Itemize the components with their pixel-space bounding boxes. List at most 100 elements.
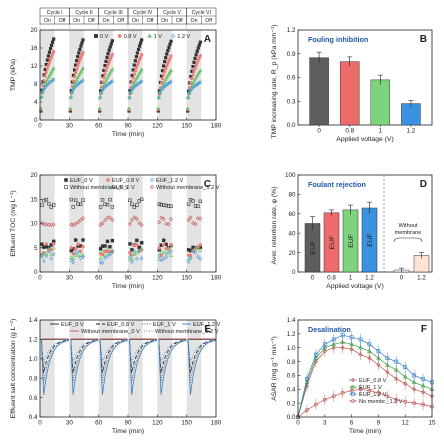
data-point: [94, 34, 98, 38]
data-point: [48, 79, 53, 85]
data-point: [134, 55, 138, 59]
data-point: [376, 355, 381, 360]
data-point: [98, 205, 103, 209]
data-point: [190, 86, 194, 91]
bar: [309, 57, 329, 126]
x-tick-label: 90: [124, 420, 132, 427]
data-point: [64, 178, 68, 182]
group-label: membrane: [395, 230, 422, 236]
data-point: [169, 39, 173, 43]
data-point: [162, 73, 166, 77]
data-point: [51, 246, 56, 250]
data-point: [376, 362, 381, 368]
legend-label: Without membrane_1.2 V: [155, 329, 219, 335]
x-tick-label: 30: [66, 420, 74, 427]
data-point: [102, 86, 106, 91]
panel-title: Fouling inhibition: [308, 35, 368, 44]
data-point: [47, 249, 51, 254]
off-label: Off: [176, 18, 183, 24]
data-point: [198, 40, 202, 44]
data-point: [161, 256, 166, 262]
data-point: [367, 342, 372, 347]
data-point: [195, 73, 200, 77]
data-point: [128, 221, 132, 227]
group-label: Without: [399, 223, 418, 229]
legend-label: EUF_1 V: [112, 185, 135, 191]
data-point: [198, 80, 203, 85]
data-point: [192, 79, 196, 83]
data-point: [51, 66, 56, 70]
data-point: [197, 43, 201, 47]
x-tick-label: 180: [211, 420, 222, 427]
data-point: [104, 68, 108, 73]
data-point: [138, 69, 143, 73]
data-point: [73, 84, 78, 89]
data-point: [103, 85, 107, 90]
data-point: [128, 242, 132, 246]
data-point: [103, 244, 107, 248]
data-point: [45, 58, 49, 62]
x-tick-label: 0: [38, 275, 42, 282]
data-point: [157, 253, 162, 259]
data-point: [394, 376, 399, 382]
data-point: [49, 43, 54, 47]
data-point: [134, 66, 138, 70]
data-point: [103, 217, 107, 223]
data-point: [44, 197, 49, 202]
data-point: [167, 45, 171, 49]
data-point: [147, 33, 152, 38]
data-point: [42, 198, 46, 203]
series-1: [40, 242, 203, 258]
data-point: [47, 201, 51, 206]
data-point: [133, 84, 138, 89]
x-axis-label: Time (min): [112, 131, 144, 138]
data-point: [135, 216, 139, 221]
data-point: [196, 71, 201, 76]
y-tick-label: 20: [30, 172, 38, 179]
data-point: [104, 59, 108, 63]
y-tick-label: 80: [288, 192, 296, 199]
y-tick-label: 1.0: [287, 345, 296, 352]
data-point: [48, 57, 53, 61]
y-tick-label: 5: [34, 245, 38, 252]
data-point: [196, 81, 200, 86]
data-point: [385, 394, 390, 399]
data-point: [103, 72, 107, 76]
data-point: [394, 359, 399, 364]
data-point: [135, 243, 139, 247]
data-point: [76, 64, 80, 68]
data-point: [134, 76, 139, 81]
data-point: [169, 204, 173, 208]
data-point: [186, 259, 191, 265]
data-point: [169, 79, 173, 84]
data-point: [139, 197, 144, 202]
data-point: [106, 178, 110, 182]
data-point: [76, 202, 80, 206]
data-point: [191, 220, 195, 226]
data-point: [132, 215, 137, 220]
data-point: [188, 215, 193, 220]
data-point: [71, 87, 76, 92]
data-point: [156, 106, 161, 110]
data-point: [305, 376, 309, 381]
data-point: [78, 202, 83, 207]
cycle-label: Cycle V: [163, 10, 181, 16]
data-point: [107, 72, 112, 76]
data-point: [162, 79, 167, 83]
data-point: [47, 73, 52, 77]
y-tick-label: 0.2: [287, 400, 296, 407]
data-point: [109, 68, 114, 73]
data-point: [164, 221, 168, 226]
data-point: [420, 383, 426, 388]
x-tick-label: 1.2: [417, 275, 426, 282]
data-point: [76, 55, 80, 59]
data-point: [166, 204, 171, 208]
panel-title: Foulant rejection: [308, 180, 366, 189]
data-point: [191, 81, 195, 86]
x-tick-label: 1.2: [407, 128, 416, 135]
series-3: [40, 249, 203, 265]
data-point: [189, 81, 193, 85]
data-point: [166, 48, 170, 53]
data-point: [49, 55, 54, 59]
